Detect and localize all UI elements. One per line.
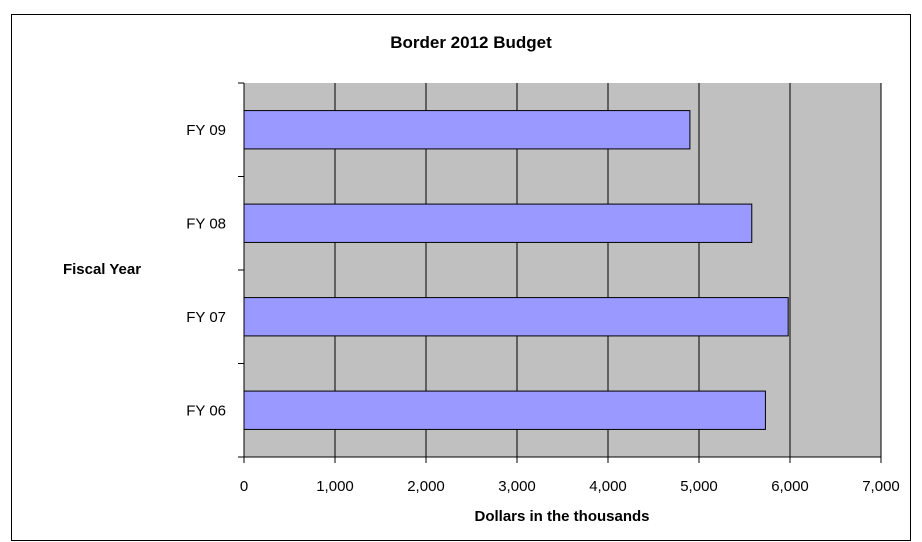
x-tick-label: 4,000 — [589, 478, 627, 495]
chart-title: Border 2012 Budget — [390, 33, 552, 52]
y-category-label: FY 09 — [186, 122, 226, 139]
bar — [243, 297, 789, 337]
y-category-label: FY 07 — [186, 309, 226, 326]
y-category-label: FY 08 — [186, 215, 226, 232]
plot-area: 0 1,000 2,000 3,000 4,000 5,000 6,000 7,000 FY 0… — [186, 82, 900, 495]
x-tick-label: 6,000 — [771, 478, 809, 495]
bar — [243, 203, 753, 243]
x-axis-title: Dollars in the thousands — [474, 508, 649, 525]
x-tick-label: 0 — [240, 478, 248, 495]
y-axis-title: Fiscal Year — [63, 261, 141, 278]
x-tick-label: 1,000 — [316, 478, 354, 495]
x-tick-label: 5,000 — [680, 478, 718, 495]
y-category-label: FY 06 — [186, 402, 226, 419]
bar — [243, 110, 691, 150]
bar — [243, 390, 766, 430]
x-tick-label: 2,000 — [407, 478, 445, 495]
x-tick-label: 3,000 — [498, 478, 536, 495]
x-tick-label: 7,000 — [862, 478, 900, 495]
